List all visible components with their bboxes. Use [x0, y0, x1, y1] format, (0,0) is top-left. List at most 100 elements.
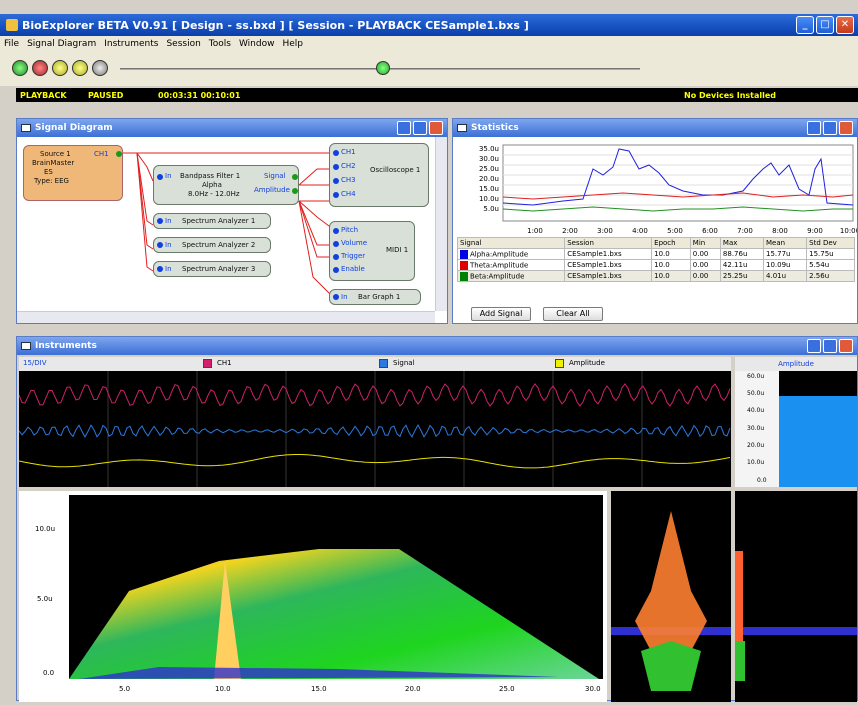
bandpass-amplitude-port[interactable] [292, 188, 298, 194]
maximize-button[interactable] [413, 121, 427, 135]
minimize-button[interactable] [807, 121, 821, 135]
menu-signal-diagram[interactable]: Signal Diagram [27, 39, 97, 49]
midi-port-label: Trigger [341, 252, 366, 260]
table-row[interactable]: Alpha:Amplitude CESample1.bxs 10.0 0.00 … [456, 248, 855, 260]
trend-y-tick: 15.0u [479, 185, 499, 193]
close-button[interactable]: ✕ [836, 16, 854, 34]
table-row[interactable]: Theta:Amplitude CESample1.bxs 10.0 0.00 … [456, 259, 855, 271]
legend-swatch [379, 359, 388, 368]
pause-icon[interactable] [72, 60, 88, 76]
row-signal: Alpha:Amplitude [470, 250, 529, 258]
close-button[interactable] [839, 339, 853, 353]
menu-instruments[interactable]: Instruments [104, 39, 159, 49]
oscilloscope-node[interactable]: CH1 CH2 CH3 CH4 Oscilloscope 1 [329, 143, 429, 207]
midi-port[interactable] [333, 267, 339, 273]
column-header[interactable]: Session [564, 237, 653, 249]
bargraph-input-port[interactable] [333, 294, 339, 300]
maximize-button[interactable] [823, 121, 837, 135]
spectrum-input-port[interactable] [157, 242, 163, 248]
menu-window[interactable]: Window [238, 39, 275, 49]
oscilloscope-port[interactable] [333, 192, 339, 198]
close-button[interactable] [429, 121, 443, 135]
source-node[interactable]: Source 1 BrainMaster ES Type: EEG CH1 [23, 145, 123, 201]
table-row[interactable]: Beta:Amplitude CESample1.bxs 10.0 0.00 2… [456, 270, 855, 282]
clear-all-button[interactable]: Clear All [543, 307, 603, 321]
midi-port[interactable] [333, 228, 339, 234]
source-type: Type: EEG [34, 177, 69, 185]
oscilloscope-port-label: CH3 [341, 176, 356, 184]
oscilloscope-label: Oscilloscope 1 [370, 166, 421, 174]
trend-x-tick: 1:00 [527, 227, 543, 235]
rewind-icon[interactable] [92, 60, 108, 76]
spectrum-label: Spectrum Analyzer 3 [182, 265, 256, 273]
menu-session[interactable]: Session [166, 39, 201, 49]
source-output-port[interactable] [116, 151, 122, 157]
status-state: PAUSED [88, 90, 124, 100]
stop-icon[interactable] [32, 60, 48, 76]
oscilloscope-port-label: CH1 [341, 148, 356, 156]
bandpass-signal-port[interactable] [292, 174, 298, 180]
horizontal-scrollbar[interactable] [17, 311, 435, 323]
row-min: 0.00 [689, 248, 721, 260]
menu-tools[interactable]: Tools [208, 39, 231, 49]
spectrum-input-port[interactable] [157, 218, 163, 224]
bar-tick-label: 30.0u [747, 425, 765, 432]
column-header[interactable]: Epoch [651, 237, 691, 249]
midi-port-label: Pitch [341, 226, 359, 234]
trend-plot-area [502, 144, 854, 222]
instruments-titlebar: Instruments [17, 337, 857, 355]
column-header[interactable]: Std Dev [806, 237, 855, 249]
series-color-swatch [460, 271, 468, 281]
record-icon[interactable] [12, 60, 28, 76]
maximize-button[interactable] [823, 339, 837, 353]
bandpass-node[interactable]: In Bandpass Filter 1 Alpha 8.0Hz - 12.0H… [153, 165, 299, 205]
signal-diagram-title: Signal Diagram [35, 123, 113, 133]
minimize-button[interactable]: _ [796, 16, 814, 34]
maximize-button[interactable]: □ [816, 16, 834, 34]
bandpass-title: Bandpass Filter 1 [180, 172, 241, 180]
theta-amplitude-line [502, 192, 854, 200]
spectrum-analyzer-node[interactable]: In Spectrum Analyzer 2 [153, 237, 271, 253]
column-header[interactable]: Mean [763, 237, 808, 249]
add-signal-button[interactable]: Add Signal [471, 307, 531, 321]
bar-tick-label: 40.0u [747, 407, 765, 414]
amplitude-bar [779, 396, 857, 487]
close-button[interactable] [839, 121, 853, 135]
signal-diagram-window: Signal Diagram [16, 118, 448, 324]
play-icon[interactable] [52, 60, 68, 76]
signal-diagram-canvas: Source 1 BrainMaster ES Type: EEG CH1 In… [17, 137, 435, 311]
oscilloscope-port[interactable] [333, 150, 339, 156]
oscilloscope-port-label: CH4 [341, 190, 356, 198]
column-header[interactable]: Signal [456, 237, 566, 249]
window-icon [457, 124, 467, 132]
vertical-scrollbar[interactable] [435, 137, 447, 311]
legend-label: Amplitude [569, 359, 605, 367]
bar-tick-label: 10.0u [747, 459, 765, 466]
playback-slider-thumb[interactable] [376, 61, 390, 75]
midi-port-label: Enable [341, 265, 365, 273]
bargraph-in-label: In [341, 293, 348, 301]
trend-x-tick: 8:00 [772, 227, 788, 235]
spectrum-analyzer-node[interactable]: In Spectrum Analyzer 1 [153, 213, 271, 229]
midi-port[interactable] [333, 254, 339, 260]
bar-tick-label: 60.0u [747, 373, 765, 380]
midi-port[interactable] [333, 241, 339, 247]
menu-help[interactable]: Help [282, 39, 303, 49]
row-max: 88.76u [719, 248, 765, 260]
bar-graph-node[interactable]: In Bar Graph 1 [329, 289, 421, 305]
ch1-trace [19, 383, 731, 407]
minimize-button[interactable] [397, 121, 411, 135]
spectrum-input-port[interactable] [157, 266, 163, 272]
oscilloscope-port[interactable] [333, 178, 339, 184]
trend-y-tick: 35.0u [479, 145, 499, 153]
minimize-button[interactable] [807, 339, 821, 353]
spectrum-x-tick: 10.0 [215, 685, 231, 693]
midi-node[interactable]: Pitch Volume Trigger Enable MIDI 1 [329, 221, 415, 281]
bandpass-in-label: In [165, 172, 172, 180]
menu-file[interactable]: File [4, 39, 20, 49]
oscilloscope-port[interactable] [333, 164, 339, 170]
column-header[interactable]: Min [689, 237, 721, 249]
spectrum-analyzer-node[interactable]: In Spectrum Analyzer 3 [153, 261, 271, 277]
column-header[interactable]: Max [719, 237, 765, 249]
bandpass-input-port[interactable] [157, 174, 163, 180]
